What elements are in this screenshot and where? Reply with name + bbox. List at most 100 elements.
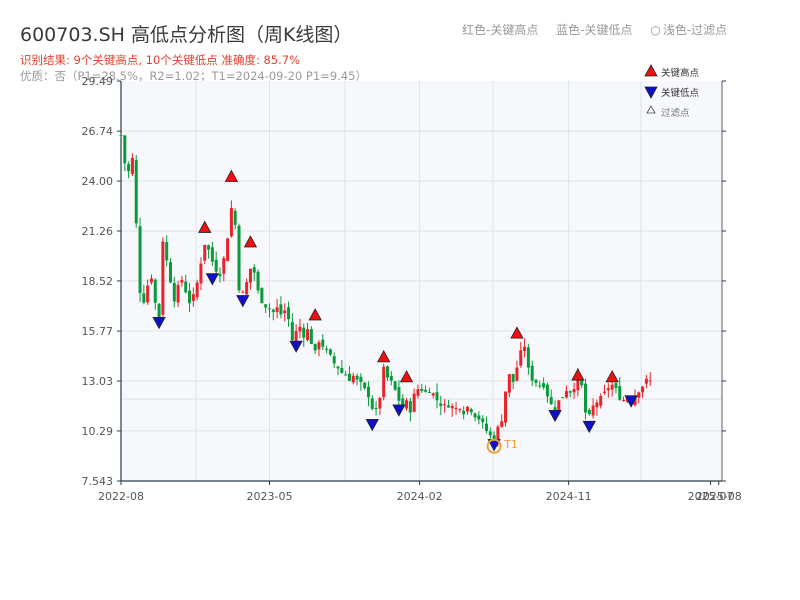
- candle-body: [424, 389, 428, 392]
- candle-body: [446, 405, 450, 408]
- key-high-marker: [377, 350, 391, 363]
- candle-body: [283, 310, 287, 314]
- hint-filtered-icon: ○: [650, 23, 661, 37]
- candle-body: [576, 376, 580, 391]
- candle-body: [397, 387, 401, 401]
- candle-body: [347, 373, 351, 381]
- candle-body: [172, 283, 176, 302]
- candle-body: [473, 413, 477, 418]
- legend-high-icon: [644, 64, 658, 77]
- candle-body: [165, 242, 169, 261]
- y-tick-label: 29.49: [82, 75, 114, 88]
- y-tick-label: 15.77: [82, 325, 114, 338]
- candle-body: [287, 307, 291, 320]
- candle-body: [641, 386, 645, 393]
- legend-low-label: 关键低点: [661, 87, 700, 99]
- candle-body: [412, 393, 416, 412]
- hint-low: 蓝色-关键低点: [556, 23, 633, 37]
- candle-body: [142, 293, 146, 303]
- key-high-marker: [243, 235, 258, 248]
- key-high-marker: [224, 169, 239, 182]
- candle-body: [306, 329, 310, 341]
- candle-body: [484, 423, 488, 432]
- candle-body: [233, 210, 237, 225]
- candle-body: [195, 282, 199, 298]
- key-high-marker: [399, 370, 414, 383]
- candle-body: [523, 346, 527, 352]
- key-low-marker: [236, 295, 250, 308]
- result-summary: 识别结果: 9个关键高点, 10个关键低点 准确度: 85.7%: [20, 53, 301, 67]
- y-tick-label: 13.03: [82, 375, 114, 388]
- candle-body: [321, 339, 325, 347]
- candle-body: [290, 321, 294, 341]
- candle-body: [648, 380, 652, 382]
- candle-body: [229, 208, 233, 237]
- candle-body: [344, 374, 348, 376]
- candle-body: [519, 350, 523, 366]
- candle-body: [157, 303, 161, 318]
- candle-body: [340, 368, 344, 373]
- candle-body: [644, 378, 648, 384]
- candle-body: [408, 401, 412, 413]
- candle-body: [203, 244, 207, 261]
- candle-body: [252, 267, 256, 273]
- candle-body: [332, 356, 336, 364]
- candle-body: [336, 366, 340, 369]
- candle-body: [355, 375, 359, 380]
- candle-body: [328, 349, 332, 355]
- candle-body: [439, 403, 443, 407]
- candle-body: [180, 279, 184, 283]
- key-low-marker: [152, 316, 166, 330]
- candle-body: [622, 400, 626, 402]
- candle-body: [378, 397, 382, 409]
- candle-body: [469, 409, 473, 413]
- candle-body: [393, 381, 397, 390]
- candle-body: [309, 329, 313, 344]
- candle-body: [325, 348, 329, 350]
- candle-body: [267, 308, 271, 310]
- candle-body: [222, 258, 226, 274]
- candle-body: [545, 384, 549, 397]
- candle-body: [401, 398, 405, 408]
- candle-body: [583, 383, 587, 413]
- candle-body: [382, 366, 386, 398]
- t1-marker: [486, 438, 502, 454]
- candle-body: [591, 405, 595, 416]
- candle-body: [214, 259, 218, 272]
- legend-filtered-label: 过滤点: [661, 107, 690, 119]
- candle-body: [587, 409, 591, 415]
- candle-body: [370, 398, 374, 409]
- quality-summary: 优质：否（P1=28.5%，R2=1.02；T1=2024-09-20 P1=9…: [20, 69, 367, 83]
- candle-body: [123, 135, 127, 164]
- candle-body: [134, 160, 138, 224]
- candle-body: [405, 400, 409, 409]
- candle-body: [534, 379, 538, 383]
- candle-body: [271, 309, 275, 313]
- y-tick-label: 26.74: [82, 125, 114, 138]
- candle-body: [210, 247, 214, 262]
- candle-body: [176, 284, 180, 303]
- x-tick-label: 2022-08: [98, 490, 144, 503]
- candle-body: [188, 290, 192, 304]
- candle-body: [599, 396, 603, 406]
- candle-body: [561, 397, 565, 399]
- candle-body: [610, 384, 614, 390]
- candle-body: [317, 342, 321, 350]
- candle-body: [366, 386, 370, 398]
- hint-high: 红色-关键高点: [462, 23, 539, 37]
- candle-body: [275, 307, 279, 313]
- candle-body: [420, 388, 424, 391]
- candle-body: [538, 385, 542, 387]
- x-tick-label: 2024-11: [546, 490, 592, 503]
- candle-body: [149, 278, 153, 283]
- candle-body: [465, 406, 469, 412]
- candle-body: [496, 426, 500, 441]
- candle-body: [637, 392, 641, 398]
- candle-body: [386, 366, 390, 378]
- key-low-marker: [582, 420, 596, 434]
- candle-body: [298, 326, 302, 332]
- candle-body: [245, 282, 249, 295]
- candle-body: [542, 383, 546, 388]
- key-high-marker: [308, 308, 322, 321]
- y-tick-label: 24.00: [82, 175, 114, 188]
